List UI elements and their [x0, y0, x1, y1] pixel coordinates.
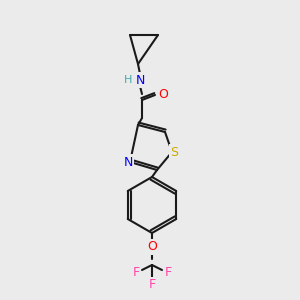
- Text: F: F: [164, 266, 172, 280]
- Text: N: N: [123, 155, 133, 169]
- Text: O: O: [158, 88, 168, 101]
- Text: S: S: [170, 146, 178, 158]
- Text: H: H: [124, 75, 132, 85]
- Text: O: O: [147, 241, 157, 254]
- Text: F: F: [132, 266, 140, 280]
- Text: F: F: [148, 278, 156, 292]
- Text: N: N: [135, 74, 145, 86]
